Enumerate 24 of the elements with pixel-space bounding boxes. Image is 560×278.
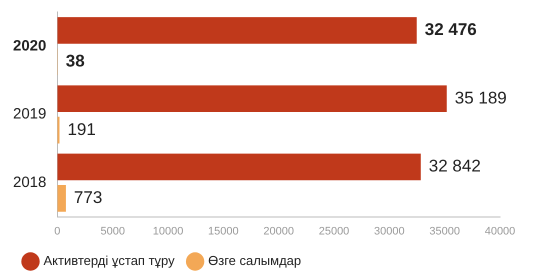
bar [57,85,447,112]
data-label: 38 [66,52,85,71]
x-tick-label: 25000 [318,225,350,238]
bar [57,154,421,180]
y-tick-label: 2020 [12,37,46,54]
y-tick-label: 2019 [12,106,46,123]
y-tick-label: 2018 [12,174,46,191]
bar [57,185,66,212]
data-label: 191 [67,120,96,139]
x-tick-label: 0 [54,225,60,238]
x-tick-label: 40000 [484,225,516,238]
x-tick-label: 20000 [263,225,294,238]
x-tick-label: 15000 [208,225,239,238]
data-label: 32 476 [424,20,477,40]
x-tick-label: 5000 [100,225,125,238]
legend-label: Өзге салымдар [208,253,302,268]
data-label: 35 189 [454,88,507,108]
data-label: 773 [74,188,102,208]
bar [57,17,417,44]
x-tick-label: 35000 [429,225,460,238]
x-tick-label: 10000 [152,225,184,238]
legend-label: Активтерді ұстап тұру [44,253,176,268]
data-label: 32 842 [428,156,481,176]
x-tick-label: 30000 [374,225,405,238]
